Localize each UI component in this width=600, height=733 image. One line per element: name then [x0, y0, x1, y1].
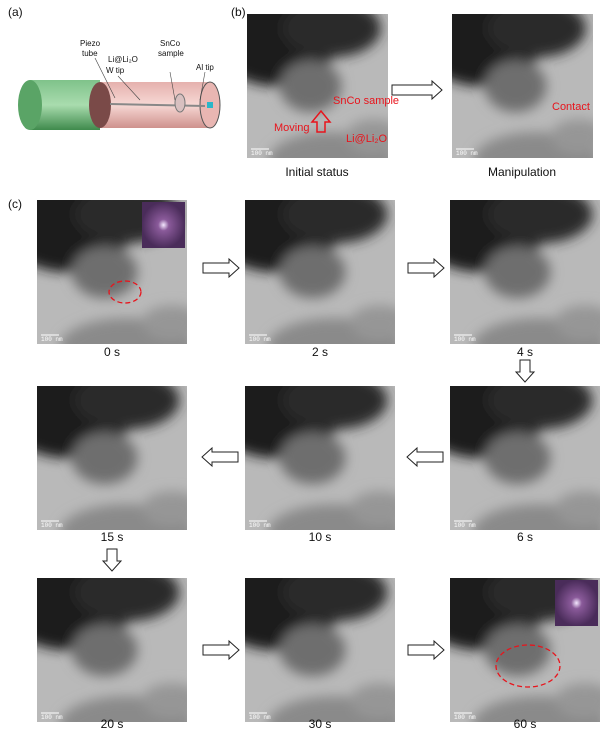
label: tube: [82, 49, 98, 58]
label: sample: [158, 49, 184, 58]
arrow: [407, 448, 443, 466]
scale-bar: 100 nm: [249, 522, 271, 529]
label: W tip: [106, 66, 125, 75]
sample-region: [72, 246, 138, 298]
dark-region: [75, 564, 180, 622]
caption: 0 s: [104, 345, 120, 359]
arrow: [392, 81, 442, 99]
panel-label: (b): [231, 5, 246, 19]
fft-inset: [142, 202, 185, 248]
tem-content: [208, 171, 411, 375]
dark-region: [487, 0, 586, 57]
caption: Initial status: [285, 165, 348, 179]
caption: 60 s: [514, 717, 537, 731]
sample-region: [485, 624, 551, 676]
scale-bar: 100 nm: [251, 150, 273, 157]
tem-content: [208, 549, 411, 733]
arrow: [203, 641, 239, 659]
scale-bar: 100 nm: [456, 150, 478, 157]
scale-bar: 100 nm: [454, 522, 476, 529]
scale-bar: 100 nm: [41, 336, 63, 343]
sample-region: [485, 432, 551, 484]
tem-image: 100 nm: [0, 171, 202, 375]
dark-region: [488, 186, 593, 244]
arrow: [202, 448, 238, 466]
tem-image: 100 nm: [417, 0, 600, 190]
arrow: [516, 360, 534, 382]
panel-label: (c): [8, 197, 22, 211]
caption: 2 s: [312, 345, 328, 359]
arrow: [103, 549, 121, 571]
arrow: [203, 259, 239, 277]
caption: 6 s: [517, 530, 533, 544]
lower-region: [350, 683, 410, 718]
tem-image: 100 nm: [413, 549, 600, 733]
scale-bar: 100 nm: [454, 336, 476, 343]
tem-image: 100 nm: [208, 549, 411, 733]
annotation: Moving: [274, 122, 309, 134]
panel-label: (a): [8, 5, 23, 19]
scale-bar: 100 nm: [249, 336, 271, 343]
annotation: Contact: [552, 101, 590, 113]
sample-region: [484, 60, 546, 112]
label: Li@Li₂O: [108, 55, 138, 64]
caption: 15 s: [101, 530, 124, 544]
caption: 20 s: [101, 717, 124, 731]
tem-image: 100 nm: [0, 549, 202, 733]
sample-region: [280, 624, 346, 676]
arrow: [408, 641, 444, 659]
dark-region: [283, 186, 388, 244]
tem-content: [0, 549, 202, 733]
lower-region: [142, 305, 202, 340]
lower-region: [350, 305, 410, 340]
dark-region: [75, 372, 180, 430]
scale-bar: 100 nm: [249, 714, 271, 721]
label: SnCo: [160, 39, 181, 48]
caption: Manipulation: [488, 165, 556, 179]
sample-region: [72, 624, 138, 676]
sample-region: [485, 246, 551, 298]
sample-region: [280, 246, 346, 298]
tem-image: 100 nm: [208, 171, 411, 375]
annotation: Li@Li₂O: [346, 133, 388, 145]
caption: 4 s: [517, 345, 533, 359]
figure: (a) (b) (c) Piezotube Li@Li₂O W tip SnCosample…: [0, 0, 600, 733]
lower-region: [142, 491, 202, 526]
label: Piezo: [80, 39, 101, 48]
tem-content: [0, 171, 202, 375]
scale-bar: 100 nm: [454, 714, 476, 721]
sample-region: [280, 432, 346, 484]
fft-inset: [555, 580, 598, 626]
label: Al tip: [196, 63, 214, 72]
caption: 10 s: [309, 530, 332, 544]
annotation: SnCo sample: [333, 95, 399, 107]
scale-bar: 100 nm: [41, 522, 63, 529]
tem-content: [417, 0, 600, 190]
tem-content: [413, 171, 600, 375]
lower-region: [350, 491, 410, 526]
lower-region: [142, 683, 202, 718]
tem-image: 100 nm: [413, 171, 600, 375]
sample-region: [72, 432, 138, 484]
tem-content: [413, 549, 600, 733]
dark-region: [282, 0, 381, 57]
caption: 30 s: [309, 717, 332, 731]
dark-region: [488, 372, 593, 430]
dark-region: [283, 372, 388, 430]
dark-region: [283, 564, 388, 622]
scale-bar: 100 nm: [41, 714, 63, 721]
arrow: [408, 259, 444, 277]
